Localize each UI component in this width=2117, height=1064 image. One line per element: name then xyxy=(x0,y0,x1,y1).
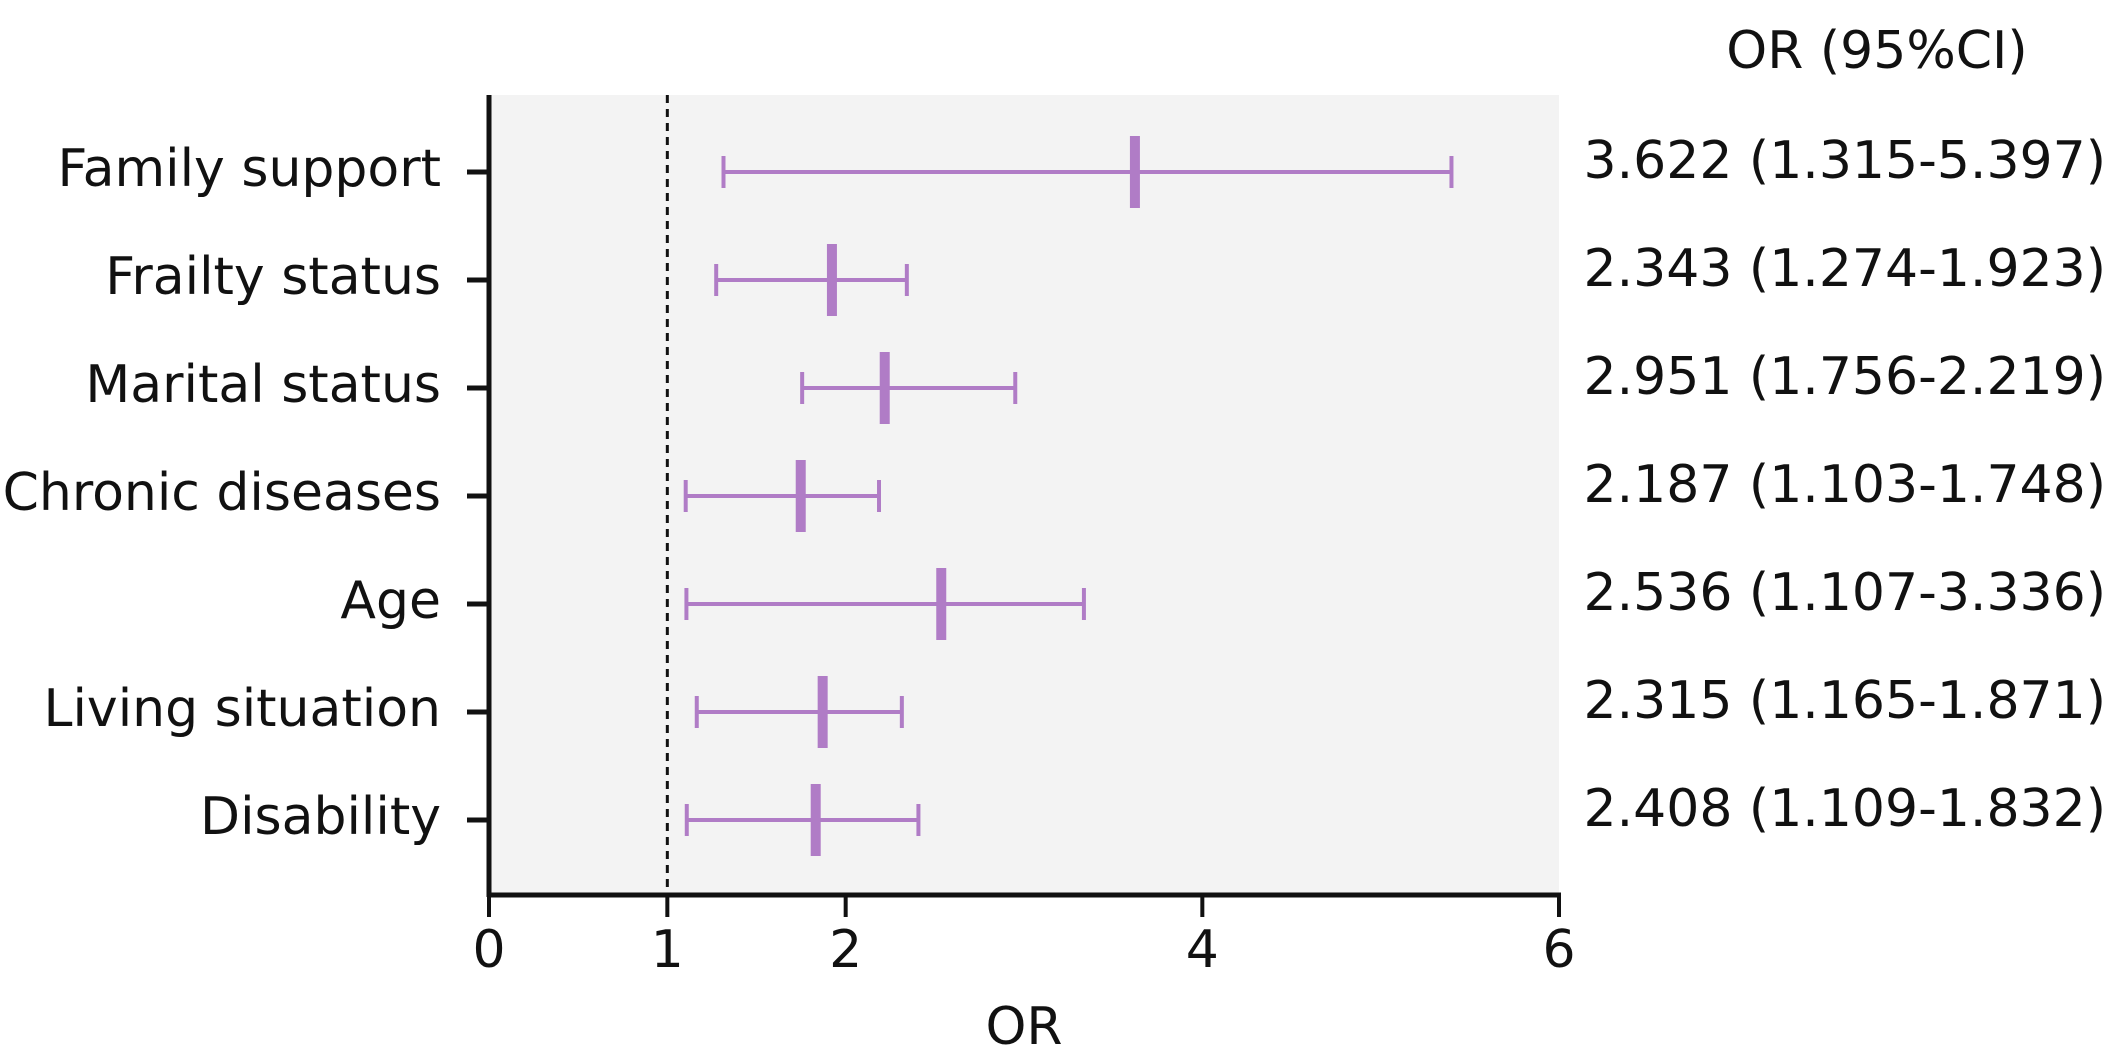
row-label: 2.408 (1.109-1.832) xyxy=(1584,779,2106,839)
y-tick-label: Chronic diseases xyxy=(3,463,441,523)
x-tick-label: 2 xyxy=(829,920,862,980)
row-label: 2.536 (1.107-3.336) xyxy=(1584,563,2106,623)
point-estimate xyxy=(879,352,890,424)
row-label: 3.622 (1.315-5.397) xyxy=(1584,131,2106,191)
y-tick-label: Family support xyxy=(58,139,442,199)
x-tick-label: 6 xyxy=(1542,920,1575,980)
row-label: 2.315 (1.165-1.871) xyxy=(1584,671,2106,731)
x-tick-label: 1 xyxy=(651,920,684,980)
point-estimate xyxy=(936,568,947,640)
row-label: 2.951 (1.756-2.219) xyxy=(1584,347,2106,407)
point-estimate xyxy=(817,676,828,748)
point-estimate xyxy=(826,244,837,316)
point-estimate xyxy=(810,784,821,856)
y-tick-label: Disability xyxy=(200,787,441,847)
plot-background xyxy=(489,95,1559,895)
y-tick-label: Frailty status xyxy=(105,247,441,307)
row-label: 2.343 (1.274-1.923) xyxy=(1584,239,2106,299)
x-tick-label: 0 xyxy=(472,920,505,980)
table-header: OR (95%CI) xyxy=(1726,21,2027,81)
point-estimate xyxy=(1129,136,1140,208)
y-tick-label: Marital status xyxy=(85,355,441,415)
x-tick-label: 4 xyxy=(1186,920,1219,980)
x-axis-title: OR xyxy=(985,997,1062,1057)
y-tick-label: Age xyxy=(340,571,441,631)
row-label: 2.187 (1.103-1.748) xyxy=(1584,455,2106,515)
y-tick-label: Living situation xyxy=(44,679,442,739)
point-estimate xyxy=(795,460,806,532)
